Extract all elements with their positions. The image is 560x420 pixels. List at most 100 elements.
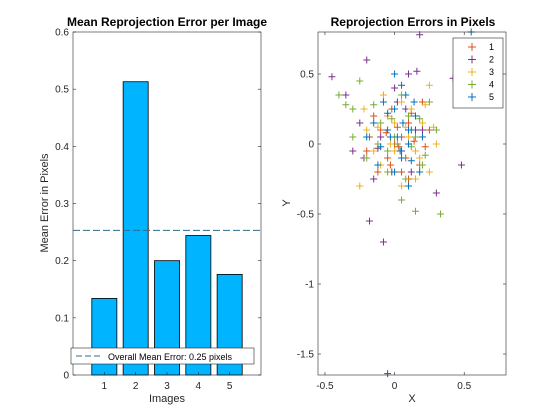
scatter-y-tick-label: 0 (308, 140, 314, 151)
scatter-point (405, 112, 413, 120)
bar-x-tick-label: 4 (196, 381, 202, 392)
scatter-point (398, 196, 406, 204)
scatter-point (416, 31, 424, 39)
scatter-y-tick-label: -0.5 (297, 210, 315, 221)
scatter-y-axis-label: Y (281, 199, 293, 207)
scatter-point (379, 91, 387, 99)
scatter-point (391, 70, 399, 78)
scatter-point (413, 67, 421, 75)
bar-chart-title: Mean Reprojection Error per Image (67, 15, 267, 29)
scatter-point (384, 126, 392, 134)
scatter-legend-label: 5 (489, 92, 494, 102)
scatter-point (411, 133, 419, 141)
scatter-point (391, 168, 399, 176)
bar-legend-label: Overall Mean Error: 0.25 pixels (108, 352, 233, 362)
scatter-point (405, 133, 413, 141)
bar-y-tick-label: 0 (63, 371, 69, 382)
scatter-point (342, 91, 350, 99)
scatter-point (398, 182, 406, 190)
scatter-point (418, 119, 426, 127)
scatter-point (405, 140, 413, 148)
bar-axes: 1 2 3 4 5 0 0.1 0.2 0.3 0.4 0.5 0.6 (55, 28, 261, 392)
scatter-point (425, 81, 433, 89)
bar-y-tick-label: 0.3 (55, 199, 69, 210)
scatter-legend-marker (468, 93, 476, 101)
scatter-point (393, 140, 401, 148)
scatter-point (425, 126, 433, 134)
scatter-y-tick-label: -1 (305, 280, 314, 291)
scatter-point (379, 98, 387, 106)
scatter-series-5 (363, 28, 475, 190)
scatter-legend-label: 4 (489, 80, 494, 90)
scatter-y-tick-label: -1.5 (297, 350, 315, 361)
scatter-point (370, 119, 378, 127)
scatter-point (432, 189, 440, 197)
scatter-point (425, 98, 433, 106)
scatter-point (363, 56, 371, 64)
scatter-point (379, 238, 387, 246)
scatter-legend-marker (468, 80, 476, 89)
scatter-point (374, 123, 382, 131)
scatter-point (393, 123, 401, 131)
bar-y-tick-label: 0.1 (55, 313, 69, 324)
scatter-point (386, 161, 394, 169)
bar-y-tick-label: 0.2 (55, 256, 69, 267)
bar-plot-frame (72, 31, 262, 376)
scatter-point (410, 137, 418, 145)
scatter-point (370, 175, 378, 183)
scatter-point (377, 119, 385, 127)
scatter-point (421, 101, 429, 109)
scatter-point (416, 154, 424, 162)
scatter-point (411, 147, 419, 155)
scatter-point (411, 175, 419, 183)
scatter-plot-frame (317, 31, 507, 376)
scatter-x-tick-label: -0.5 (316, 381, 334, 392)
bar-x-tick-label: 1 (102, 381, 108, 392)
scatter-legend-marker (468, 68, 476, 76)
scatter-point (335, 91, 343, 99)
scatter-point (363, 154, 371, 162)
scatter-legend-label: 2 (489, 55, 494, 65)
scatter-point (398, 168, 406, 176)
scatter-legend-box (452, 37, 504, 109)
scatter-point (366, 217, 374, 225)
scatter-point (405, 126, 413, 134)
scatter-point (421, 143, 429, 151)
scatter-point (418, 133, 426, 141)
scatter-point (363, 133, 371, 141)
scatter-point (402, 91, 410, 99)
scatter-point (416, 168, 424, 176)
bar-y-tick-label: 0.4 (55, 142, 69, 153)
bar-y-tick-label: 0.6 (55, 28, 69, 39)
scatter-point (388, 115, 396, 123)
bar-chart-panel: 1 2 3 4 5 0 0.1 0.2 0.3 0.4 0.5 0.6 Mean Reprojecti… (39, 15, 267, 405)
scatter-point (356, 77, 364, 85)
bar-2 (122, 81, 149, 376)
bar-x-axis-label: Images (149, 393, 186, 405)
scatter-chart-title: Reprojection Errors in Pixels (331, 15, 496, 29)
scatter-series-1 (363, 91, 433, 183)
scatter-point (391, 119, 399, 127)
scatter-point (363, 126, 371, 134)
scatter-point (374, 161, 382, 169)
scatter-point (418, 161, 426, 169)
scatter-point (437, 210, 445, 218)
scatter-point (349, 133, 357, 141)
scatter-point (407, 168, 415, 176)
scatter-x-tick-label: 0.5 (457, 381, 471, 392)
bar-x-tick-label: 3 (164, 381, 170, 392)
scatter-point (411, 207, 419, 215)
scatter-point (391, 84, 399, 92)
bar-legend: Overall Mean Error: 0.25 pixels (70, 347, 255, 365)
scatter-point (398, 98, 406, 106)
scatter-legend-marker (468, 55, 476, 64)
scatter-point (402, 175, 410, 183)
scatter-legend-marker (468, 43, 476, 51)
scatter-legend-label: 3 (489, 67, 494, 77)
scatter-point (370, 147, 378, 155)
scatter-legend-label: 1 (489, 42, 494, 52)
scatter-point (374, 168, 382, 176)
scatter-point (411, 112, 419, 120)
scatter-point (407, 157, 415, 165)
scatter-point (342, 101, 350, 109)
